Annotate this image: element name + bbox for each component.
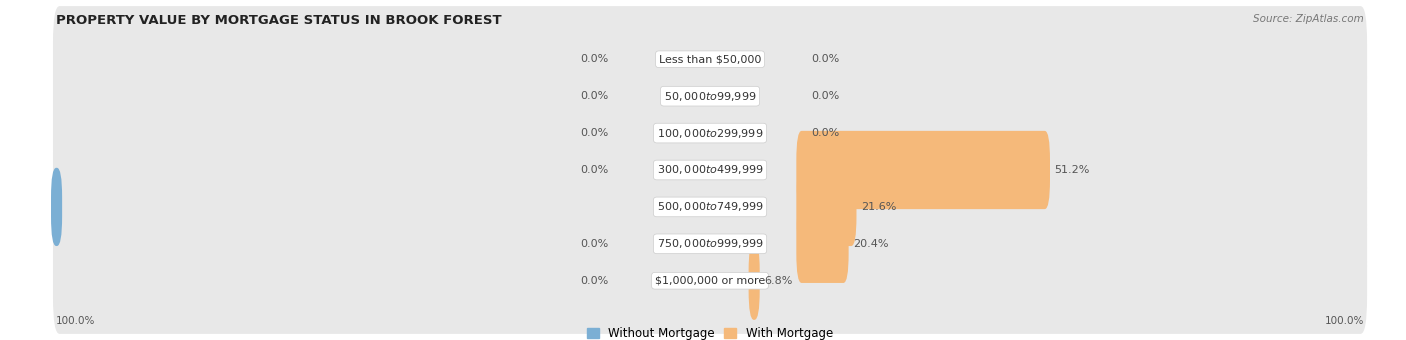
FancyBboxPatch shape [53, 80, 1367, 186]
Text: 51.2%: 51.2% [1054, 165, 1090, 175]
Text: $1,000,000 or more: $1,000,000 or more [655, 276, 765, 286]
Text: 0.0%: 0.0% [811, 91, 839, 101]
Text: 0.0%: 0.0% [811, 54, 839, 64]
Text: 0.0%: 0.0% [811, 128, 839, 138]
Text: $100,000 to $299,999: $100,000 to $299,999 [657, 126, 763, 140]
Text: 0.0%: 0.0% [581, 128, 609, 138]
FancyBboxPatch shape [796, 168, 856, 246]
Text: PROPERTY VALUE BY MORTGAGE STATUS IN BROOK FOREST: PROPERTY VALUE BY MORTGAGE STATUS IN BRO… [56, 14, 502, 27]
Text: 100.0%: 100.0% [1324, 317, 1364, 326]
FancyBboxPatch shape [53, 43, 1367, 149]
Text: 20.4%: 20.4% [853, 239, 889, 249]
Text: $300,000 to $499,999: $300,000 to $499,999 [657, 164, 763, 176]
Legend: Without Mortgage, With Mortgage: Without Mortgage, With Mortgage [588, 327, 832, 340]
FancyBboxPatch shape [748, 242, 759, 320]
FancyBboxPatch shape [53, 6, 1367, 113]
FancyBboxPatch shape [51, 168, 62, 246]
FancyBboxPatch shape [796, 131, 1050, 209]
Text: 0.0%: 0.0% [581, 91, 609, 101]
Text: 0.0%: 0.0% [581, 54, 609, 64]
FancyBboxPatch shape [53, 154, 1367, 260]
Text: 6.8%: 6.8% [765, 276, 793, 286]
Text: $50,000 to $99,999: $50,000 to $99,999 [664, 90, 756, 103]
FancyBboxPatch shape [53, 117, 1367, 223]
FancyBboxPatch shape [796, 205, 849, 283]
Text: Source: ZipAtlas.com: Source: ZipAtlas.com [1253, 14, 1364, 23]
Text: 0.0%: 0.0% [581, 276, 609, 286]
Text: Less than $50,000: Less than $50,000 [659, 54, 761, 64]
Text: $500,000 to $749,999: $500,000 to $749,999 [657, 200, 763, 214]
FancyBboxPatch shape [53, 191, 1367, 297]
Text: 0.0%: 0.0% [581, 239, 609, 249]
FancyBboxPatch shape [53, 227, 1367, 334]
Text: 100.0%: 100.0% [0, 202, 46, 212]
Text: $750,000 to $999,999: $750,000 to $999,999 [657, 237, 763, 250]
Text: 0.0%: 0.0% [581, 165, 609, 175]
Text: 21.6%: 21.6% [860, 202, 897, 212]
Text: 100.0%: 100.0% [56, 317, 96, 326]
